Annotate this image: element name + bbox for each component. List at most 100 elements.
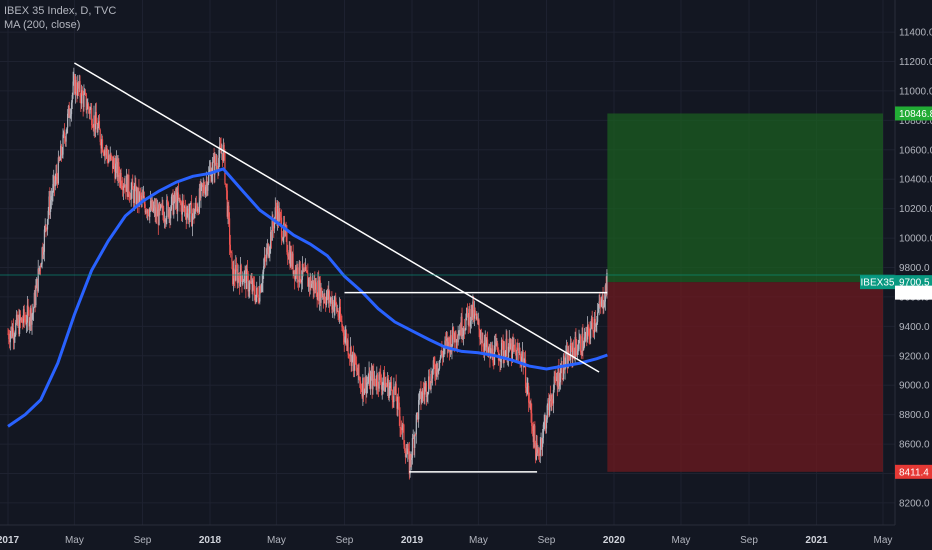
- candle: [589, 328, 591, 345]
- candle-body: [97, 126, 99, 133]
- candle: [360, 383, 362, 392]
- price-tick-label[interactable]: 11400.0: [899, 28, 932, 39]
- time-tick-label[interactable]: May: [267, 535, 286, 546]
- price-tick-label[interactable]: 10600.0: [899, 145, 932, 156]
- time-tick-label[interactable]: Sep: [134, 535, 152, 546]
- candle: [549, 385, 551, 408]
- candle-body: [201, 183, 204, 188]
- candle: [326, 288, 328, 301]
- price-tick-label[interactable]: 11200.0: [899, 57, 932, 68]
- candle-body: [504, 350, 506, 360]
- candle: [266, 239, 269, 255]
- time-tick-label[interactable]: 2019: [401, 535, 424, 546]
- candle-body: [259, 285, 262, 293]
- candle: [116, 155, 118, 181]
- descending-trendline[interactable]: [74, 62, 600, 373]
- candle-body: [167, 202, 169, 217]
- price-tick-label[interactable]: 8800.0: [899, 410, 930, 421]
- candle-body: [465, 317, 467, 330]
- candle: [20, 317, 22, 323]
- time-tick-label[interactable]: 2017: [0, 535, 20, 546]
- time-tick-label[interactable]: May: [672, 535, 691, 546]
- candle: [123, 178, 125, 194]
- drawings[interactable]: [74, 62, 608, 473]
- candle-body: [70, 102, 73, 115]
- price-tick-label[interactable]: 10000.0: [899, 234, 932, 245]
- price-tick-label[interactable]: 9800.0: [899, 263, 930, 274]
- price-tick-label[interactable]: 10200.0: [899, 204, 932, 215]
- candle-body: [360, 388, 362, 390]
- price-tick-label[interactable]: 9400.0: [899, 322, 930, 333]
- candle-body: [249, 282, 252, 284]
- time-tick-label[interactable]: May: [469, 535, 488, 546]
- candle-body: [351, 355, 353, 366]
- price-axis[interactable]: 11400.0 11200.0 11000.0 10800.0 10600.0 10400…: [899, 28, 932, 510]
- candle: [449, 330, 452, 357]
- candle-body: [435, 363, 438, 377]
- candle: [573, 347, 575, 361]
- price-tick-label[interactable]: 9000.0: [899, 381, 930, 392]
- indicator-title[interactable]: MA (200, close): [4, 19, 81, 31]
- candle: [390, 377, 392, 396]
- candle-body: [204, 186, 207, 195]
- candle: [39, 263, 42, 276]
- candle: [26, 295, 28, 332]
- candle: [35, 279, 37, 308]
- price-tick-label[interactable]: 8200.0: [899, 498, 930, 509]
- time-tick-label[interactable]: Sep: [740, 535, 758, 546]
- candle: [465, 313, 467, 331]
- candle-body: [339, 306, 341, 319]
- time-tick-label[interactable]: 2018: [199, 535, 222, 546]
- time-tick-label[interactable]: Sep: [336, 535, 354, 546]
- price-tick-label[interactable]: 10400.0: [899, 175, 932, 186]
- candle: [182, 200, 184, 212]
- candle: [354, 353, 356, 365]
- stop-zone[interactable]: [607, 282, 883, 472]
- price-tick-label[interactable]: 9200.0: [899, 351, 930, 362]
- time-tick-label[interactable]: 2021: [805, 535, 828, 546]
- candle-body: [340, 318, 342, 322]
- long-position-zones[interactable]: [607, 113, 883, 472]
- ma-200-line[interactable]: [7, 167, 608, 428]
- candle: [349, 354, 351, 366]
- symbol-title[interactable]: IBEX 35 Index, D, TVC: [4, 5, 117, 17]
- candle-body: [49, 196, 51, 212]
- time-tick-label[interactable]: May: [874, 535, 893, 546]
- candle: [604, 283, 606, 311]
- candle-body: [449, 335, 452, 353]
- candle: [215, 153, 218, 170]
- candle: [530, 398, 532, 423]
- candle: [457, 325, 459, 346]
- time-axis[interactable]: 2017 May Sep 2018 May Sep 2019 May Sep 2020 May Sep…: [0, 535, 892, 546]
- candle: [343, 329, 345, 352]
- time-tick-label[interactable]: May: [65, 535, 84, 546]
- candle: [334, 295, 336, 316]
- candle-body: [81, 90, 83, 104]
- candle: [288, 241, 290, 264]
- candle-body: [261, 283, 263, 287]
- time-tick-label[interactable]: 2020: [603, 535, 626, 546]
- candle-body: [514, 345, 516, 350]
- profit-zone[interactable]: [607, 113, 883, 283]
- candle: [90, 103, 92, 110]
- price-tick-label[interactable]: 11000.0: [899, 86, 932, 97]
- candle: [496, 338, 498, 347]
- candle-body: [155, 207, 157, 217]
- candle-body: [503, 350, 505, 358]
- time-tick-label[interactable]: Sep: [538, 535, 556, 546]
- candle-body: [78, 81, 80, 89]
- candle: [495, 333, 497, 350]
- candle: [359, 376, 361, 388]
- candle-body: [129, 194, 131, 198]
- candle-body: [552, 403, 554, 405]
- candle: [461, 307, 463, 343]
- candle-body: [583, 337, 586, 347]
- candle-body: [303, 269, 305, 272]
- price-tick-label[interactable]: 8600.0: [899, 440, 930, 451]
- candle-body: [242, 281, 244, 285]
- price-tick-label[interactable]: 10800.0: [899, 116, 932, 127]
- candle: [431, 368, 434, 386]
- candle: [332, 299, 335, 313]
- candle: [584, 331, 586, 343]
